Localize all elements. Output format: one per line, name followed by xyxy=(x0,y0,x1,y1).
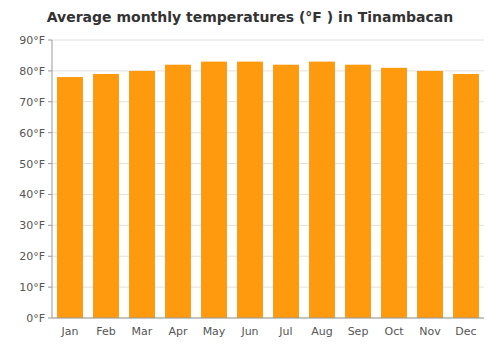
x-tick-label: Jan xyxy=(61,325,79,338)
y-tick-label: 40°F xyxy=(19,188,45,201)
y-tick xyxy=(48,132,52,133)
y-tick xyxy=(48,40,52,41)
y-tick-label: 20°F xyxy=(19,250,45,263)
y-tick xyxy=(48,101,52,102)
grid xyxy=(52,40,484,318)
y-tick-label: 10°F xyxy=(19,281,45,294)
x-tick-label: May xyxy=(203,325,226,338)
y-axis-line xyxy=(52,40,53,318)
x-tick-label: Jul xyxy=(278,325,292,338)
y-tick-label: 60°F xyxy=(19,127,45,140)
y-tick xyxy=(48,287,52,288)
y-tick xyxy=(48,225,52,226)
bar xyxy=(309,62,335,318)
bar xyxy=(237,62,263,318)
bar xyxy=(453,74,479,318)
title: Average monthly temperatures (°F ) in Ti… xyxy=(47,9,454,25)
x-tick-label: Jun xyxy=(240,325,258,338)
bar xyxy=(345,65,371,318)
y-tick-label: 80°F xyxy=(19,65,45,78)
y-tick-label: 70°F xyxy=(19,96,45,109)
bar xyxy=(417,71,443,318)
grid-line xyxy=(52,40,484,41)
x-axis-line xyxy=(52,318,484,319)
bar xyxy=(93,74,119,318)
chart: Average monthly temperatures (°F ) in Ti… xyxy=(0,0,500,350)
y-tick xyxy=(48,318,52,319)
x-tick-label: Aug xyxy=(311,325,332,338)
y-tick xyxy=(48,163,52,164)
x-tick-label: Sep xyxy=(348,325,369,338)
grid-line xyxy=(52,318,484,319)
bar xyxy=(201,62,227,318)
y-tick-label: 50°F xyxy=(19,158,45,171)
bar xyxy=(165,65,191,318)
bar xyxy=(381,68,407,318)
x-tick-label: Mar xyxy=(132,325,153,338)
y-tick xyxy=(48,70,52,71)
y-tick-label: 30°F xyxy=(19,219,45,232)
x-tick-label: Oct xyxy=(384,325,404,338)
bar xyxy=(57,77,83,318)
bars xyxy=(57,62,479,318)
y-tick xyxy=(48,256,52,257)
x-axis: Jan Feb Mar Apr May Jun Jul Aug Sep Oct Nov Dec xyxy=(52,318,484,338)
y-tick xyxy=(48,194,52,195)
bar xyxy=(129,71,155,318)
x-tick-label: Apr xyxy=(168,325,188,338)
x-tick-label: Nov xyxy=(419,325,441,338)
bar xyxy=(273,65,299,318)
x-tick-label: Feb xyxy=(96,325,115,338)
y-tick-label: 0°F xyxy=(26,312,45,325)
y-tick-label: 90°F xyxy=(19,34,45,47)
x-tick-label: Dec xyxy=(455,325,476,338)
chart-container: Average monthly temperatures (°F ) in Ti… xyxy=(0,0,500,350)
y-axis: 0°F 10°F 20°F 30°F 40°F 50°F 60°F 70°F 80°F 90°F xyxy=(19,34,52,325)
